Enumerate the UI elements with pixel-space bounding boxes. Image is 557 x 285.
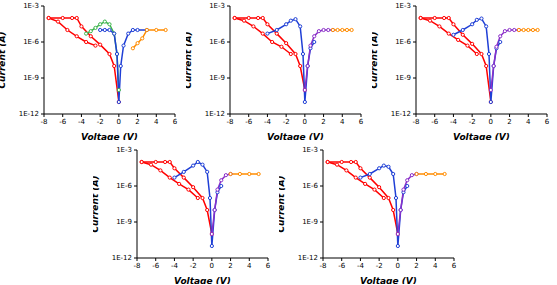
svg-text:-8: -8 [227, 118, 234, 126]
svg-text:2: 2 [321, 118, 325, 126]
svg-text:Voltage (V): Voltage (V) [174, 276, 231, 284]
svg-text:2: 2 [414, 262, 418, 270]
svg-text:6: 6 [545, 118, 549, 126]
svg-text:0: 0 [303, 118, 307, 126]
svg-text:-6: -6 [59, 118, 67, 126]
svg-text:-2: -2 [97, 118, 104, 126]
svg-text:1E-9: 1E-9 [116, 218, 132, 226]
svg-text:0: 0 [489, 118, 493, 126]
svg-text:-6: -6 [245, 118, 253, 126]
svg-text:-4: -4 [171, 262, 179, 270]
svg-text:1E-6: 1E-6 [302, 182, 318, 190]
svg-text:-4: -4 [450, 118, 458, 126]
svg-text:2: 2 [507, 118, 511, 126]
svg-text:-4: -4 [78, 118, 86, 126]
svg-text:1E-9: 1E-9 [23, 74, 39, 82]
svg-text:0: 0 [117, 118, 121, 126]
svg-text:1E-3: 1E-3 [23, 2, 39, 10]
svg-text:1E-6: 1E-6 [116, 182, 132, 190]
svg-text:Current (A): Current (A) [372, 31, 379, 88]
svg-text:Voltage (V): Voltage (V) [453, 132, 510, 140]
svg-text:4: 4 [433, 262, 438, 270]
svg-text:Current (A): Current (A) [186, 31, 193, 88]
svg-text:-2: -2 [283, 118, 290, 126]
svg-text:1E-3: 1E-3 [209, 2, 225, 10]
svg-text:0: 0 [396, 262, 400, 270]
svg-text:-8: -8 [41, 118, 48, 126]
svg-text:6: 6 [266, 262, 271, 270]
svg-text:1E-9: 1E-9 [209, 74, 225, 82]
svg-text:-4: -4 [264, 118, 272, 126]
svg-text:1E-3: 1E-3 [302, 146, 318, 154]
svg-text:-4: -4 [357, 262, 365, 270]
svg-text:1E-6: 1E-6 [209, 38, 225, 46]
svg-text:Voltage (V): Voltage (V) [360, 276, 417, 284]
svg-text:0: 0 [210, 262, 214, 270]
svg-text:-6: -6 [152, 262, 160, 270]
svg-text:1E-3: 1E-3 [116, 146, 132, 154]
svg-text:2: 2 [228, 262, 232, 270]
svg-text:-2: -2 [376, 262, 383, 270]
svg-text:4: 4 [247, 262, 252, 270]
svg-text:1E-12: 1E-12 [298, 254, 318, 262]
svg-text:-8: -8 [134, 262, 141, 270]
svg-text:1E-12: 1E-12 [19, 110, 39, 118]
svg-text:6: 6 [452, 262, 457, 270]
svg-text:-6: -6 [338, 262, 346, 270]
svg-text:1E-12: 1E-12 [112, 254, 132, 262]
svg-text:1E-3: 1E-3 [395, 2, 411, 10]
svg-text:Voltage (V): Voltage (V) [81, 132, 138, 140]
svg-text:1E-6: 1E-6 [23, 38, 39, 46]
svg-text:4: 4 [526, 118, 531, 126]
svg-text:-2: -2 [190, 262, 197, 270]
svg-text:-6: -6 [431, 118, 439, 126]
svg-text:1E-12: 1E-12 [391, 110, 411, 118]
svg-text:Current (A): Current (A) [279, 175, 286, 232]
svg-text:Current (A): Current (A) [93, 175, 100, 232]
svg-text:1E-9: 1E-9 [395, 74, 411, 82]
svg-text:-2: -2 [469, 118, 476, 126]
svg-text:Voltage (V): Voltage (V) [267, 132, 324, 140]
svg-text:6: 6 [359, 118, 364, 126]
svg-text:4: 4 [340, 118, 345, 126]
svg-text:4: 4 [154, 118, 159, 126]
svg-text:1E-6: 1E-6 [395, 38, 411, 46]
svg-text:2: 2 [135, 118, 139, 126]
svg-text:-8: -8 [320, 262, 327, 270]
svg-text:1E-12: 1E-12 [205, 110, 225, 118]
svg-text:6: 6 [173, 118, 178, 126]
svg-text:-8: -8 [413, 118, 420, 126]
svg-text:1E-9: 1E-9 [302, 218, 318, 226]
